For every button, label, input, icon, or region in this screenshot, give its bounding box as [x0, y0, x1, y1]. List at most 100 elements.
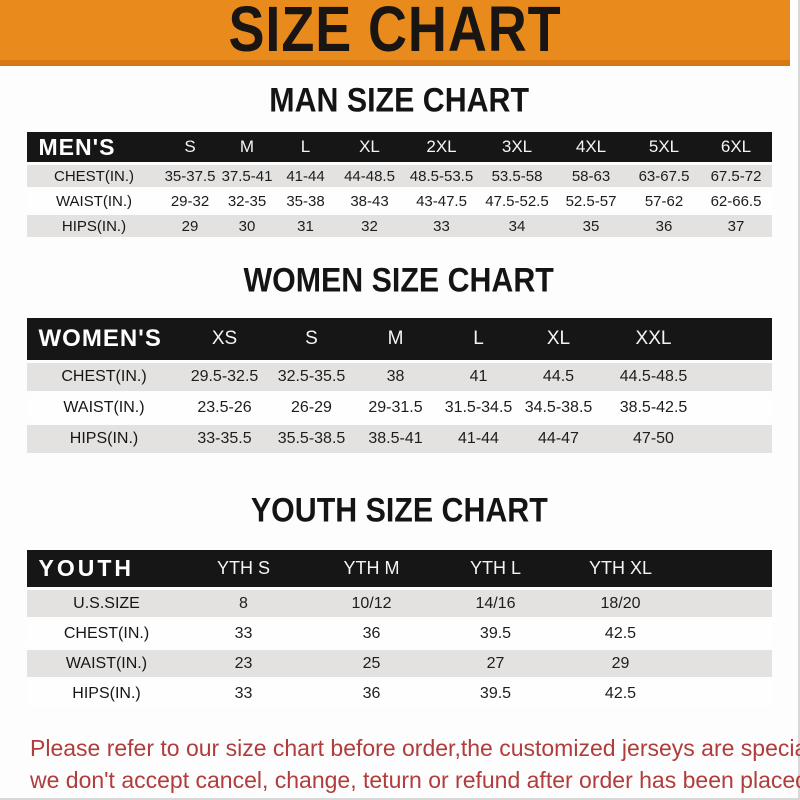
size-value: 62-66.5 [700, 190, 772, 212]
column-header: 3XL [479, 132, 555, 162]
table-header-row: YOUTH YTH S YTH M YTH L YTH XL [26, 550, 772, 587]
size-value: 23 [186, 650, 301, 677]
column-header: XL [521, 318, 596, 360]
youth-size-table: YOUTH YTH S YTH M YTH L YTH XL U.S.SIZE 8 10/12… [26, 547, 772, 710]
size-value: 35 [554, 215, 628, 237]
size-value: 36 [627, 215, 701, 237]
column-header: XL [335, 132, 404, 162]
column-header: S [267, 318, 356, 360]
size-value: 44.5-48.5 [595, 363, 772, 391]
size-value: 38.5-42.5 [595, 394, 772, 422]
row-label: HIPS(IN.) [26, 425, 182, 453]
size-value: 38.5-41 [355, 425, 436, 453]
column-header: M [218, 132, 276, 162]
size-value: 8 [186, 590, 301, 617]
column-header: L [275, 132, 336, 162]
size-value: 32.5-35.5 [267, 363, 356, 391]
size-value: 18/20 [548, 590, 772, 617]
size-value: 41 [435, 363, 522, 391]
size-value: 63-67.5 [627, 165, 701, 187]
column-header: 5XL [627, 132, 701, 162]
column-header: XXL [595, 318, 772, 360]
column-header: YTH S [186, 550, 301, 587]
table-header-row: MEN'S S M L XL 2XL 3XL 4XL 5XL 6XL [26, 132, 772, 162]
row-label: HIPS(IN.) [26, 680, 187, 707]
row-label: WAIST(IN.) [26, 650, 187, 677]
size-value: 38 [355, 363, 436, 391]
column-header: YTH M [300, 550, 443, 587]
column-header: S [161, 132, 219, 162]
column-header: XS [181, 318, 268, 360]
size-value: 29-32 [161, 190, 219, 212]
size-value: 29 [548, 650, 772, 677]
row-label: WAIST(IN.) [26, 394, 182, 422]
size-value: 33 [403, 215, 480, 237]
size-value: 23.5-26 [181, 394, 268, 422]
size-value: 14/16 [442, 590, 549, 617]
size-value: 67.5-72 [700, 165, 772, 187]
womens-size-table: WOMEN'S XS S M L XL XXL CHEST(IN.) 29.5-32.5 32.5… [26, 315, 772, 456]
size-value: 33-35.5 [181, 425, 268, 453]
size-value: 44-48.5 [335, 165, 404, 187]
table-row: HIPS(IN.) 29 30 31 32 33 34 35 36 37 [26, 215, 772, 237]
size-value: 44-47 [521, 425, 596, 453]
column-header: M [355, 318, 436, 360]
table-row: CHEST(IN.) 29.5-32.5 32.5-35.5 38 41 44.5 44.5… [26, 363, 772, 391]
size-value: 43-47.5 [403, 190, 480, 212]
size-value: 37 [700, 215, 772, 237]
row-label: CHEST(IN.) [26, 620, 187, 647]
column-header: YTH L [442, 550, 549, 587]
size-value: 25 [300, 650, 443, 677]
size-value: 48.5-53.5 [403, 165, 480, 187]
row-label: CHEST(IN.) [26, 363, 182, 391]
row-label: CHEST(IN.) [26, 165, 162, 187]
size-value: 32 [335, 215, 404, 237]
size-value: 47.5-52.5 [479, 190, 555, 212]
size-value: 30 [218, 215, 276, 237]
row-label: HIPS(IN.) [26, 215, 162, 237]
size-value: 36 [300, 680, 443, 707]
table-title-cell: MEN'S [26, 132, 162, 162]
column-header: 2XL [403, 132, 480, 162]
size-value: 42.5 [548, 620, 772, 647]
banner: SIZE CHART [0, 0, 790, 66]
man-size-section: MAN SIZE CHART MEN'S S M L XL 2XL 3XL 4XL 5XL 6XL… [0, 80, 798, 240]
column-header: 6XL [700, 132, 772, 162]
table-title-cell: WOMEN'S [26, 318, 182, 360]
size-value: 29.5-32.5 [181, 363, 268, 391]
youth-section-heading: YOUTH SIZE CHART [250, 490, 548, 529]
size-value: 35-38 [275, 190, 336, 212]
row-label: WAIST(IN.) [26, 190, 162, 212]
size-value: 32-35 [218, 190, 276, 212]
size-value: 42.5 [548, 680, 772, 707]
size-value: 33 [186, 680, 301, 707]
table-row: WAIST(IN.) 23 25 27 29 [26, 650, 772, 677]
table-row: CHEST(IN.) 33 36 39.5 42.5 [26, 620, 772, 647]
table-row: HIPS(IN.) 33 36 39.5 42.5 [26, 680, 772, 707]
size-value: 34 [479, 215, 555, 237]
man-section-heading: MAN SIZE CHART [269, 80, 529, 119]
size-value: 52.5-57 [554, 190, 628, 212]
size-value: 41-44 [435, 425, 522, 453]
size-value: 33 [186, 620, 301, 647]
size-value: 29 [161, 215, 219, 237]
table-title-cell: YOUTH [26, 550, 187, 587]
table-row: CHEST(IN.) 35-37.5 37.5-41 41-44 44-48.5 48.5… [26, 165, 772, 187]
size-value: 10/12 [300, 590, 443, 617]
size-value: 35.5-38.5 [267, 425, 356, 453]
table-row: WAIST(IN.) 23.5-26 26-29 29-31.5 31.5-34.5 34… [26, 394, 772, 422]
size-value: 39.5 [442, 620, 549, 647]
size-value: 34.5-38.5 [521, 394, 596, 422]
size-value: 53.5-58 [479, 165, 555, 187]
column-header: YTH XL [548, 550, 772, 587]
size-value: 29-31.5 [355, 394, 436, 422]
size-value: 47-50 [595, 425, 772, 453]
row-label: U.S.SIZE [26, 590, 187, 617]
size-value: 58-63 [554, 165, 628, 187]
youth-size-section: YOUTH SIZE CHART YOUTH YTH S YTH M YTH L YTH… [0, 490, 798, 710]
table-row: HIPS(IN.) 33-35.5 35.5-38.5 38.5-41 41-44 44-… [26, 425, 772, 453]
size-value: 41-44 [275, 165, 336, 187]
size-value: 27 [442, 650, 549, 677]
column-header: 4XL [554, 132, 628, 162]
